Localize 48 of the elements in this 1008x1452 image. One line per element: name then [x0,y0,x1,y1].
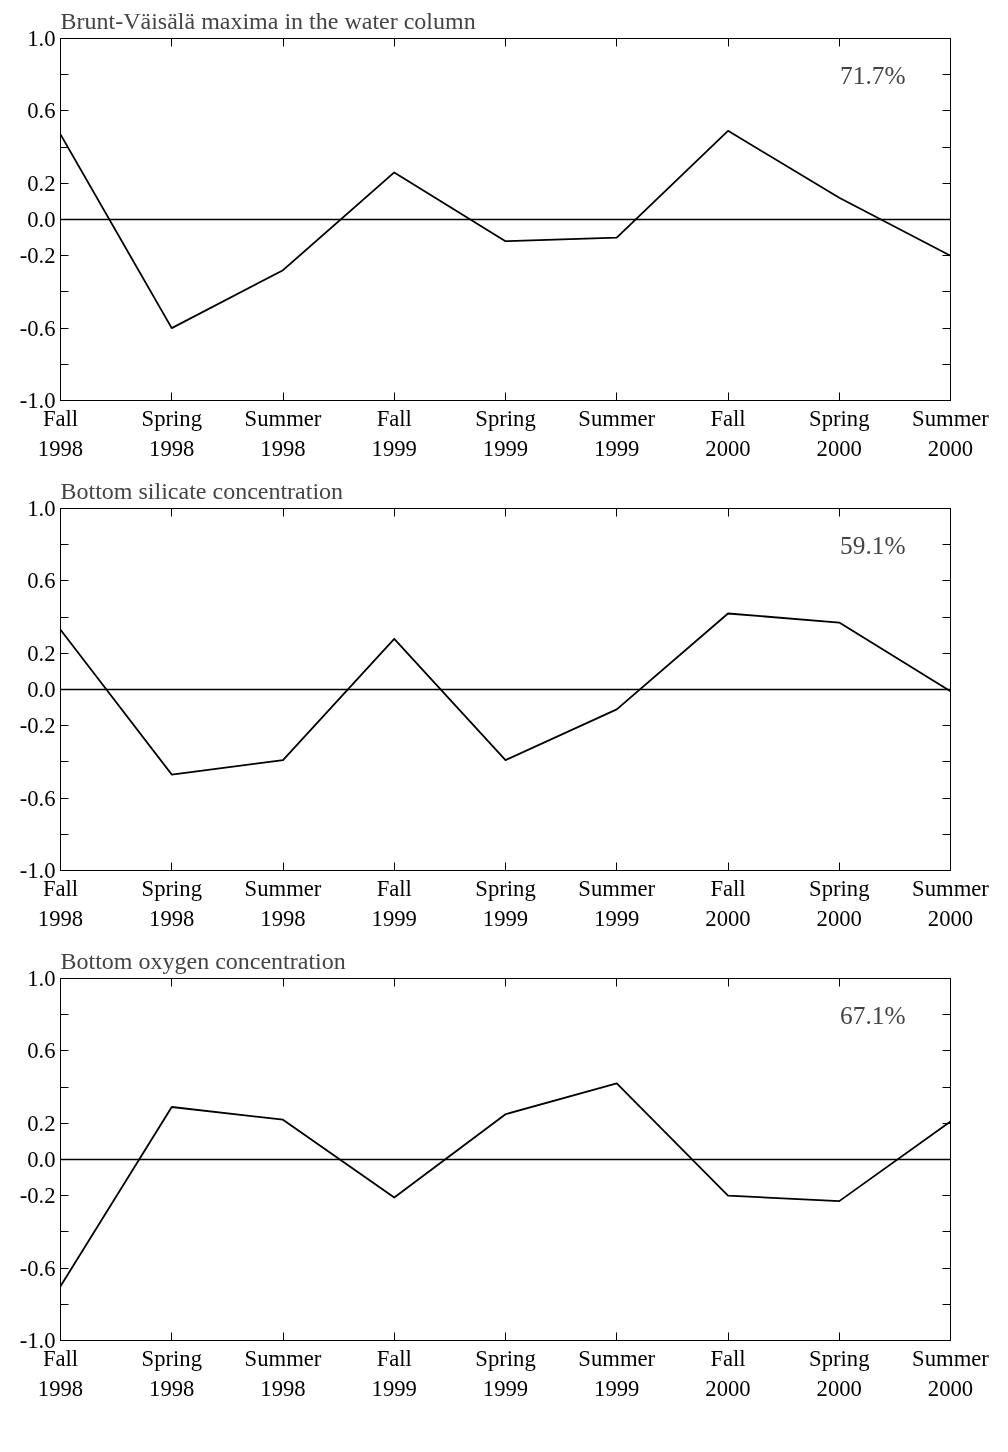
x-tick-label: Spring 2000 [809,405,870,461]
x-tick-label: Spring 1999 [475,875,536,931]
y-tick-label: -0.6 [19,785,56,811]
y-tick-label: 0.0 [27,207,56,232]
x-tick-label: Summer 1999 [578,405,656,461]
x-tick-label: Summer 1998 [244,405,322,461]
y-tick-label: 0.0 [27,677,56,702]
y-tick-label: 0.2 [27,640,56,666]
x-tick-label: Summer 2000 [912,875,990,931]
annotation: 59.1% [840,530,906,559]
x-tick-label: Fall 1999 [371,405,417,461]
y-tick-label: 0.2 [27,1110,56,1136]
annotation: 67.1% [840,1000,906,1029]
x-tick-label: Summer 2000 [912,405,990,461]
y-tick-label: -0.2 [19,1183,56,1209]
y-tick-label: 0.2 [27,170,56,196]
x-tick-label: Fall 2000 [705,405,751,461]
x-tick-label: Summer 1999 [578,1345,656,1401]
y-tick-label: -0.6 [19,315,56,341]
chart-title: Bottom oxygen concentration [60,947,346,974]
x-tick-label: Summer 1998 [244,875,322,931]
x-tick-label: Summer 1998 [244,1345,322,1401]
x-tick-label: Summer 2000 [912,1345,990,1401]
x-tick-label: Spring 1998 [141,1345,202,1401]
annotation: 71.7% [840,60,906,89]
chart-title: Bottom silicate concentration [60,477,344,504]
x-tick-label: Fall 1999 [371,1345,417,1401]
x-tick-label: Fall 1999 [371,875,417,931]
y-tick-label: 1.0 [27,26,56,51]
y-tick-label: -0.2 [19,243,56,269]
y-tick-label: -0.2 [19,713,56,739]
y-tick-label: 0.6 [27,98,56,124]
y-tick-label: 0.6 [27,568,56,594]
x-tick-label: Spring 1999 [475,405,536,461]
y-tick-label: 0.0 [27,1147,56,1172]
x-tick-label: Spring 2000 [809,875,870,931]
y-tick-label: 1.0 [27,966,56,991]
chart-title: Brunt-Väisälä maxima in the water column [60,7,476,34]
y-tick-label: 1.0 [27,496,56,521]
x-tick-label: Spring 1998 [141,405,202,461]
x-tick-label: Fall 2000 [705,1345,751,1401]
x-tick-label: Spring 1998 [141,875,202,931]
x-tick-label: Spring 1999 [475,1345,536,1401]
x-tick-label: Fall 2000 [705,875,751,931]
x-tick-label: Summer 1999 [578,875,656,931]
y-tick-label: 0.6 [27,1038,56,1064]
y-tick-label: -0.6 [19,1255,56,1281]
x-tick-label: Spring 2000 [809,1345,870,1401]
